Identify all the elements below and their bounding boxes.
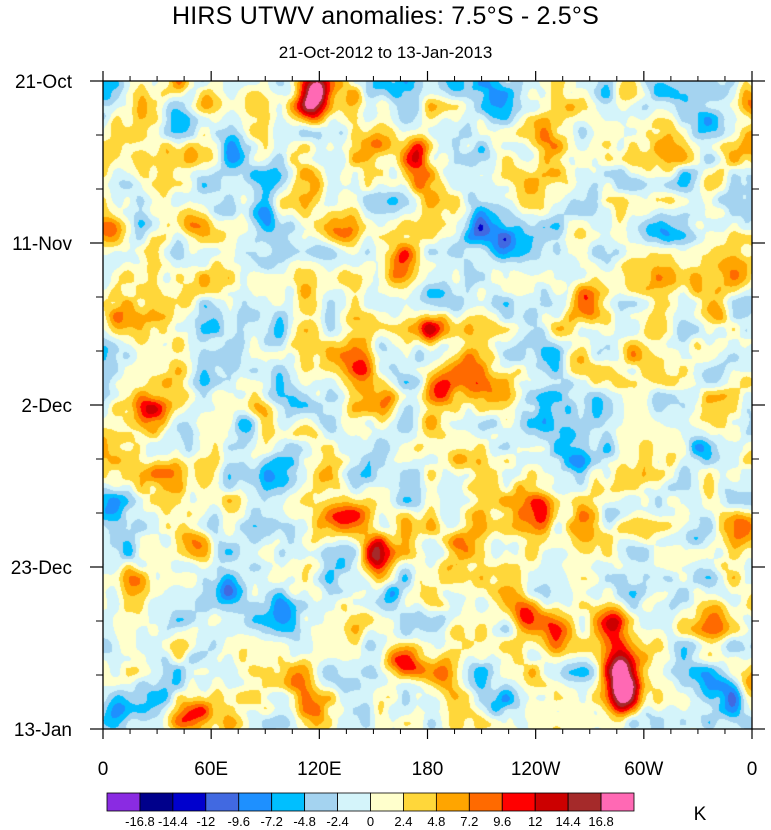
colorbar-label: 0 bbox=[367, 814, 374, 829]
heatmap-field bbox=[103, 81, 752, 729]
colorbar-units: K bbox=[694, 804, 707, 825]
y-tick-label: 21-Oct bbox=[15, 72, 73, 93]
colorbar-swatch bbox=[567, 792, 602, 812]
y-tick-label: 2-Dec bbox=[21, 396, 72, 417]
colorbar-swatch bbox=[271, 792, 306, 812]
x-tick-label: 120W bbox=[511, 759, 561, 780]
colorbar-swatch bbox=[304, 792, 338, 812]
x-tick-label: 120E bbox=[297, 759, 341, 780]
colorbar-label: -7.2 bbox=[260, 814, 282, 829]
colorbar-swatch bbox=[403, 792, 437, 812]
x-tick-label: 180 bbox=[412, 759, 444, 780]
x-axis: 0 60E 120E 180 120W 60W 0 bbox=[98, 71, 758, 780]
colorbar: -16.8 -14.4 -12 -9.6 -7.2 -4.8 -2.4 0 2.4 4.8 7.2 9… bbox=[106, 792, 707, 829]
colorbar-label: -14.4 bbox=[158, 814, 188, 829]
x-tick-label: 0 bbox=[747, 759, 758, 780]
colorbar-label: -12 bbox=[196, 814, 215, 829]
x-tick-label: 60E bbox=[194, 759, 228, 780]
colorbar-swatch bbox=[139, 792, 174, 812]
x-tick-label: 60W bbox=[624, 759, 663, 780]
anomaly-raster bbox=[103, 81, 752, 729]
colorbar-swatch bbox=[172, 792, 207, 812]
chart-title: HIRS UTWV anomalies: 7.5°S - 2.5°S bbox=[172, 2, 599, 30]
chart-subtitle: 21-Oct-2012 to 13-Jan-2013 bbox=[278, 43, 493, 62]
colorbar-swatch bbox=[106, 792, 141, 812]
colorbar-swatch bbox=[600, 792, 635, 812]
colorbar-label: -9.6 bbox=[228, 814, 250, 829]
y-tick-label: 23-Dec bbox=[11, 558, 72, 579]
colorbar-swatch bbox=[238, 792, 273, 812]
colorbar-label: 7.2 bbox=[460, 814, 478, 829]
colorbar-label: 4.8 bbox=[427, 814, 445, 829]
colorbar-label: 9.6 bbox=[493, 814, 511, 829]
colorbar-label: 14.4 bbox=[555, 814, 580, 829]
colorbar-swatch bbox=[435, 792, 470, 812]
colorbar-swatch bbox=[468, 792, 503, 812]
colorbar-label: 12 bbox=[528, 814, 542, 829]
y-tick-label: 13-Jan bbox=[14, 720, 72, 741]
colorbar-swatch bbox=[501, 792, 536, 812]
colorbar-swatch bbox=[534, 792, 569, 812]
x-tick-label: 0 bbox=[98, 759, 109, 780]
y-axis: 21-Oct 11-Nov 2-Dec 23-Dec 13-Jan bbox=[11, 72, 765, 741]
colorbar-label: -2.4 bbox=[326, 814, 348, 829]
colorbar-label: 2.4 bbox=[394, 814, 412, 829]
colorbar-swatch bbox=[205, 792, 240, 812]
colorbar-swatch bbox=[370, 792, 404, 812]
colorbar-swatch bbox=[337, 792, 371, 812]
y-tick-label: 11-Nov bbox=[12, 234, 72, 255]
colorbar-label: -16.8 bbox=[125, 814, 155, 829]
colorbar-label: 16.8 bbox=[588, 814, 613, 829]
colorbar-label: -4.8 bbox=[293, 814, 315, 829]
